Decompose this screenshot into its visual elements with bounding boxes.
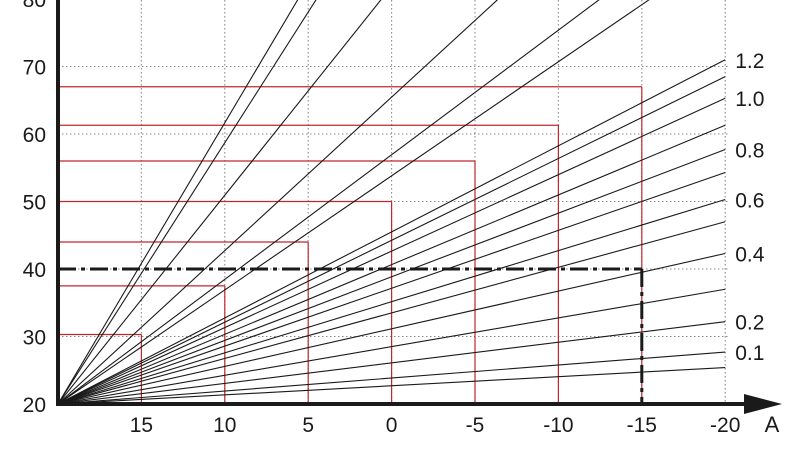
- y-tick-label: 20: [23, 394, 46, 417]
- x-tick-label: 5: [302, 414, 314, 437]
- heating-curve: [57, 124, 726, 405]
- y-tick-label: 60: [23, 124, 46, 147]
- curve-label: 0.2: [735, 312, 764, 335]
- heating-curve: [57, 59, 726, 405]
- x-axis-arrowhead: [744, 394, 782, 414]
- x-axis-title: A: [765, 412, 780, 437]
- heating-curve: [57, 149, 726, 405]
- heating-curve: [57, 288, 726, 405]
- heating-curve: [57, 76, 726, 405]
- heating-curve: [57, 0, 650, 405]
- heating-curve: [57, 198, 726, 405]
- heating-curves: [57, 0, 726, 405]
- axes: A: [56, 0, 782, 437]
- y-tick-label: 50: [23, 192, 46, 215]
- x-tick-label: -10: [543, 414, 573, 437]
- heating-curve: [57, 97, 726, 405]
- curve-label: 0.6: [735, 189, 764, 212]
- heating-curve: [57, 171, 726, 405]
- heating-curve: [57, 0, 382, 405]
- heating-curve: [57, 0, 299, 405]
- curve-label: 0.4: [735, 243, 765, 266]
- heating-curve: [57, 252, 726, 405]
- y-tick-label: 30: [23, 327, 46, 350]
- curve-label: 1.2: [735, 50, 764, 73]
- heating-curve: [57, 221, 726, 405]
- example-lines: [58, 267, 644, 404]
- y-tick-label: 80: [23, 0, 46, 12]
- x-tick-label: -5: [466, 414, 485, 437]
- y-tick-label: 40: [23, 259, 46, 282]
- x-tick-label: -15: [627, 414, 657, 437]
- curve-label: 0.8: [735, 140, 764, 163]
- x-tick-label: 10: [213, 414, 236, 437]
- x-tick-label: 15: [130, 414, 153, 437]
- curve-label: 0.1: [735, 342, 764, 365]
- design-reference-lines: [58, 86, 643, 404]
- heating-curve: [57, 0, 499, 405]
- x-tick-label: -20: [710, 414, 740, 437]
- y-tick-label: 70: [23, 57, 46, 80]
- heating-curve: [57, 321, 726, 405]
- heating-curve: [57, 367, 726, 405]
- x-tick-label: 0: [386, 414, 398, 437]
- curve-label: 1.0: [735, 88, 764, 111]
- heating-curve: [57, 351, 726, 405]
- heating-curve: [57, 0, 317, 405]
- heating-curve: [57, 0, 600, 405]
